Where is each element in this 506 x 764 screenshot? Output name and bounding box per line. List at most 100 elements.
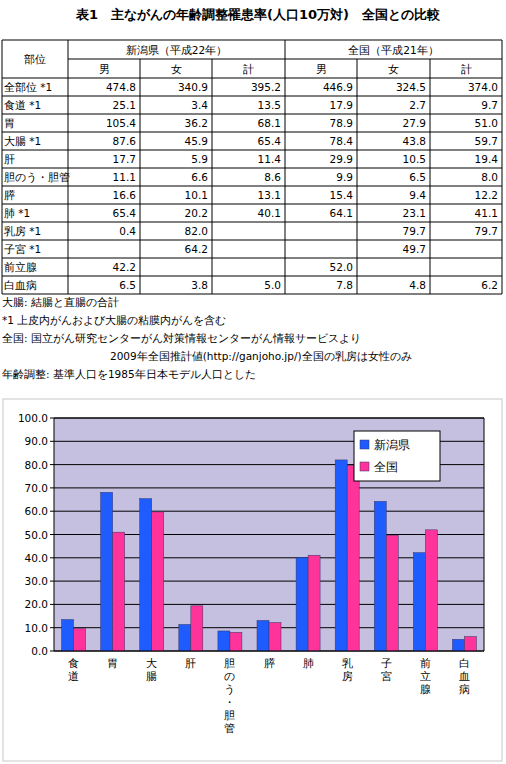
category-label: 子宮 <box>381 657 392 683</box>
table-cell: 11.1 <box>113 171 136 183</box>
table-cell: 395.2 <box>251 81 281 93</box>
table-cell: 29.9 <box>330 153 353 165</box>
table-cell: 27.9 <box>403 117 426 129</box>
plot-border <box>54 418 484 419</box>
grid-line <box>54 487 484 488</box>
table-cell: 4.8 <box>409 279 426 291</box>
table-group: 新潟県（平成22年） <box>126 44 227 56</box>
legend-label: 全国 <box>374 460 398 474</box>
table-row-label: 胆のう・胆管 <box>4 171 70 184</box>
table-rule <box>212 59 213 294</box>
page: 表1 主ながんの年齢調整罹患率(人口10万対) 全国との比較部位新潟県（平成22… <box>0 0 506 764</box>
bar <box>269 623 281 651</box>
table-cell: 23.1 <box>403 207 426 219</box>
tick-label: 50.0 <box>25 529 48 541</box>
bar <box>179 624 191 651</box>
table-row-label: 肝 <box>4 153 15 165</box>
table-rule <box>2 204 502 205</box>
tick <box>50 604 54 605</box>
table-rule <box>357 59 358 294</box>
tick-label: 100.0 <box>18 412 48 424</box>
table-cell: 45.9 <box>185 135 208 147</box>
tick-label: 10.0 <box>25 622 48 634</box>
category-char: 病 <box>459 683 470 696</box>
table-rule <box>2 132 502 133</box>
tick <box>50 487 54 488</box>
note: 大腸: 結腸と直腸の合計 <box>2 296 119 308</box>
table-cell: 11.4 <box>258 153 282 165</box>
table-cell: 78.4 <box>330 135 354 147</box>
tick-label: 60.0 <box>25 505 48 517</box>
legend-swatch <box>360 440 369 449</box>
table-cell: 6.2 <box>481 279 498 291</box>
category-label: 胃 <box>107 657 118 670</box>
bar <box>74 628 86 651</box>
table-rule <box>430 59 431 294</box>
category-char: 宮 <box>381 670 392 683</box>
bar <box>230 632 242 651</box>
table-cell: 65.4 <box>258 135 282 147</box>
bar <box>257 620 269 651</box>
tick <box>50 418 54 419</box>
table-cell: 64.1 <box>330 207 353 219</box>
category-label: 肝 <box>185 657 196 670</box>
table-rule <box>2 168 502 169</box>
table-cell: 8.0 <box>481 171 498 183</box>
tick <box>50 534 54 535</box>
grid-line <box>54 511 484 512</box>
table-row-label: 子宮 *1 <box>4 243 41 255</box>
category-char: 管 <box>224 722 235 735</box>
table-cell: 9.7 <box>481 99 498 111</box>
table-column: 女 <box>171 63 182 75</box>
note: *1 上皮内がんおよび大腸の粘膜内がんを含む <box>2 314 226 326</box>
bar <box>452 639 464 651</box>
table-cell: 40.1 <box>258 207 281 219</box>
table-column: 男 <box>316 63 327 75</box>
bar <box>296 558 308 651</box>
bar <box>140 499 152 651</box>
table-cell: 51.0 <box>475 117 498 129</box>
table-rule <box>2 294 502 295</box>
category-char: 立 <box>420 670 431 683</box>
table-cell: 64.2 <box>185 243 208 255</box>
plot-border <box>484 418 485 651</box>
table-row-label: 食道 *1 <box>4 99 41 111</box>
category-label: 膵 <box>264 657 275 670</box>
category-char: 子 <box>381 657 392 670</box>
table-cell: 5.0 <box>264 279 281 291</box>
table-rule <box>285 40 286 294</box>
note: 2009年全国推計値(http://ganjoho.jp/)全国の乳房は女性のみ <box>110 350 412 362</box>
tick-label: 90.0 <box>25 435 48 447</box>
tick-label: 70.0 <box>25 482 48 494</box>
table-rule <box>502 40 503 294</box>
category-char: 胆 <box>224 657 235 670</box>
table-column: 女 <box>388 63 399 75</box>
table-cell: 9.9 <box>336 171 353 183</box>
bar <box>101 492 113 651</box>
category-char: 腸 <box>146 670 157 683</box>
table-column: 計 <box>461 63 472 75</box>
category-label: 白血病 <box>459 657 470 696</box>
table-cell: 13.1 <box>258 189 281 201</box>
table-rule <box>2 114 502 115</box>
table-cell: 36.2 <box>185 117 208 129</box>
category-char: 房 <box>342 670 353 683</box>
table-cell: 10.1 <box>185 189 208 201</box>
table-cell: 52.0 <box>330 261 353 273</box>
category-char: 乳 <box>342 657 353 670</box>
bar <box>113 532 125 651</box>
table-rule <box>68 40 69 294</box>
table-cell: 374.0 <box>468 81 498 93</box>
table-cell: 16.6 <box>113 189 137 201</box>
category-char: う <box>224 683 235 696</box>
table-group: 全国（平成21年） <box>348 44 438 56</box>
bar <box>347 465 359 651</box>
table-row-label: 全部位 *1 <box>4 81 52 93</box>
category-label: 大腸 <box>146 657 157 683</box>
table-cell: 2.7 <box>409 99 426 111</box>
category-label: 乳房 <box>342 657 353 683</box>
plot-area <box>54 418 484 651</box>
table-rule <box>2 40 3 294</box>
table-rule <box>2 78 502 79</box>
table-cell: 7.8 <box>336 279 353 291</box>
